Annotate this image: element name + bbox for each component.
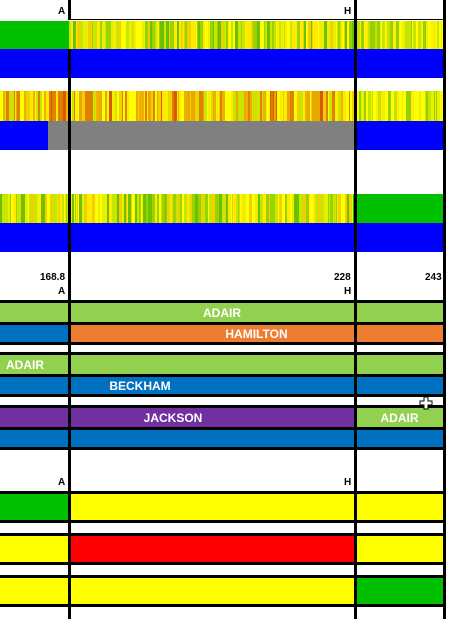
range-hamilton: HAMILTON	[69, 325, 444, 342]
block-yellow	[0, 578, 355, 604]
heatmap-strip-2b	[355, 91, 444, 121]
marker-a-label: A	[58, 6, 66, 17]
marker-h-label: H	[344, 286, 352, 297]
block-yellow	[355, 536, 444, 562]
heatmap-strip-1b	[355, 21, 444, 49]
marker-mid-value: 228	[334, 272, 351, 283]
divider	[0, 394, 444, 397]
strip-2-blue-left	[0, 121, 48, 150]
top-border	[69, 19, 444, 20]
block-yellow	[69, 494, 444, 520]
strip-1-blue	[0, 49, 444, 78]
strip-1-left-green	[0, 21, 69, 49]
divider	[0, 352, 444, 355]
marker-a-label: A	[58, 477, 66, 488]
range-adair-3: ADAIR	[355, 408, 444, 427]
range-label: JACKSON	[143, 410, 203, 425]
range-adair-1: ADAIR	[0, 303, 444, 322]
range-jackson: JACKSON	[0, 408, 355, 427]
strip-2-gray	[48, 121, 355, 150]
divider	[0, 491, 444, 494]
marker-h-label: H	[344, 477, 352, 488]
block-green	[355, 578, 444, 604]
divider	[0, 427, 444, 430]
strip-3-green	[353, 194, 444, 223]
block-yellow	[0, 536, 69, 562]
strip-2-blue-right	[355, 121, 444, 150]
divider	[0, 322, 444, 325]
guide-line-a	[68, 0, 71, 20]
divider	[0, 374, 444, 377]
heatmap-strip-3	[0, 194, 353, 223]
range-label: ADAIR	[380, 410, 419, 425]
divider	[0, 604, 444, 607]
range-label: ADAIR	[6, 357, 44, 372]
divider	[0, 562, 444, 565]
strip-3-blue	[0, 223, 444, 252]
range-adair-2: ADAIR	[0, 355, 444, 374]
divider	[0, 575, 444, 578]
divider	[0, 342, 444, 345]
divider	[0, 405, 444, 408]
divider	[0, 447, 444, 450]
marker-h-label: H	[344, 6, 352, 17]
range-beckham: BECKHAM	[0, 377, 444, 394]
range-label: HAMILTON	[225, 326, 288, 341]
range-blue-left	[0, 325, 69, 342]
guide-line-h	[354, 0, 357, 619]
guide-line-end	[443, 0, 446, 619]
divider	[0, 533, 444, 536]
block-green	[0, 494, 69, 520]
range-label: BECKHAM	[109, 378, 171, 393]
move-cursor-icon	[419, 396, 433, 410]
heatmap-strip-2a	[0, 91, 355, 121]
divider	[0, 520, 444, 523]
range-blue-full	[0, 430, 444, 447]
guide-line-a	[68, 49, 71, 619]
divider	[0, 300, 444, 303]
marker-a-label: A	[58, 286, 66, 297]
block-red	[69, 536, 355, 562]
range-label: ADAIR	[203, 305, 241, 320]
marker-end-value: 243	[425, 272, 442, 283]
marker-start-value: 168.8	[40, 272, 66, 283]
heatmap-strip-1a	[69, 21, 355, 49]
